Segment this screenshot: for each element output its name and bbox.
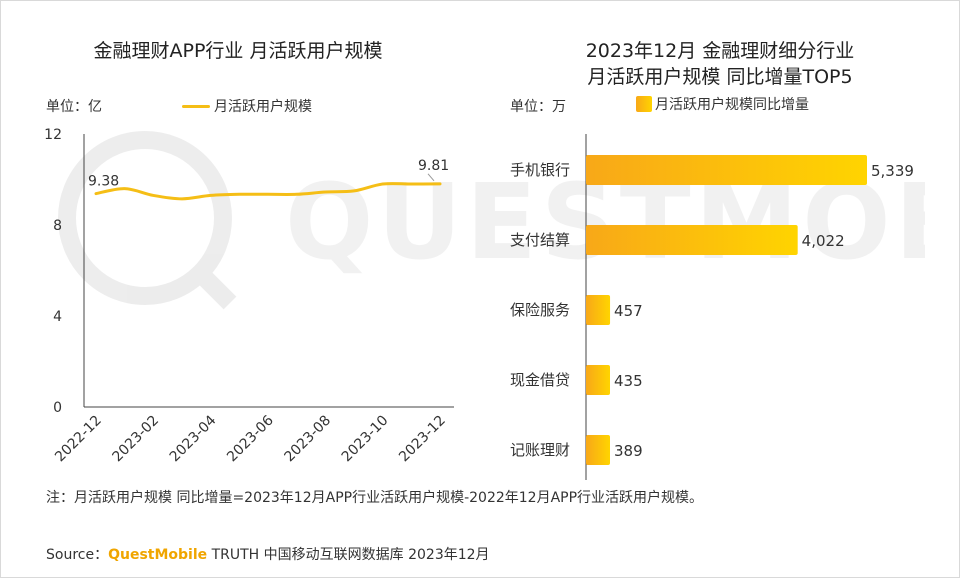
bar-chart-value-labels: 5,339 4,022 457 435 389 [614, 162, 914, 460]
svg-text:2023-12: 2023-12 [396, 413, 449, 466]
right-chart-title-line1: 2023年12月 金融理财细分行业 [585, 40, 855, 62]
y-tick-label: 12 [44, 127, 62, 143]
bar-category-label: 支付结算 [510, 231, 570, 249]
y-tick-label: 4 [53, 309, 62, 325]
bar [586, 225, 798, 255]
line-series-monthly-active-users [94, 182, 442, 201]
line-chart-data-labels: 9.38 9.81 [88, 158, 449, 190]
bar-category-label: 记账理财 [510, 441, 570, 459]
bar [586, 295, 611, 325]
right-chart-title-line2: 月活跃用户规模 同比增量TOP5 [587, 66, 853, 88]
bar-value-label: 4,022 [802, 232, 845, 250]
y-tick-label: 8 [53, 218, 62, 234]
right-legend-label: 月活跃用户规模同比增量 [655, 97, 809, 113]
left-legend: 月活跃用户规模 [182, 96, 312, 116]
legend-bar-swatch [636, 96, 652, 112]
left-unit-label: 单位：亿 [46, 99, 102, 115]
x-tick-label: 2023-04 [167, 412, 220, 465]
bar-value-label: 435 [614, 372, 643, 390]
right-chart-title: 2023年12月 金融理财细分行业 月活跃用户规模 同比增量TOP5 [510, 38, 930, 90]
svg-text:2023-04: 2023-04 [167, 412, 220, 465]
bar-value-label: 457 [614, 302, 643, 320]
source-line: Source：QuestMobile TRUTH 中国移动互联网数据库 2023… [46, 544, 490, 564]
bar-chart-bars [586, 155, 867, 465]
y-tick-label: 0 [53, 400, 62, 416]
line-chart-axes [83, 134, 454, 408]
x-tick-label: 2023-10 [339, 413, 392, 466]
svg-text:2023-10: 2023-10 [339, 413, 392, 466]
right-legend: 月活跃用户规模同比增量 [636, 94, 809, 114]
bar-category-label: 手机银行 [510, 161, 570, 179]
line-chart-y-ticks: 0 4 8 12 [44, 127, 62, 416]
source-label: Source： [46, 547, 109, 563]
left-legend-label: 月活跃用户规模 [214, 99, 312, 115]
svg-text:2023-08: 2023-08 [281, 413, 334, 466]
x-tick-label: 2023-06 [224, 412, 277, 465]
watermark-text: QUESTMOBILE [285, 161, 925, 283]
x-tick-label: 2023-12 [396, 413, 449, 466]
bar-value-label: 389 [614, 442, 643, 460]
bar [586, 365, 610, 395]
x-tick-label: 2023-08 [281, 413, 334, 466]
source-brand: QuestMobile [108, 547, 208, 563]
bar-value-label: 5,339 [871, 162, 914, 180]
svg-text:2023-06: 2023-06 [224, 412, 277, 465]
x-tick-label: 2022-12 [52, 413, 105, 466]
watermark: QUESTMOBILE [58, 131, 925, 310]
line-chart-x-ticks: 2022-12 2023-02 2023-04 2023-06 2023-08 2023-… [52, 412, 449, 465]
line-data-label-leader [427, 173, 435, 182]
legend-line-swatch [182, 104, 210, 108]
svg-text:2023-02: 2023-02 [109, 413, 162, 466]
bar-category-label: 保险服务 [510, 301, 570, 319]
bar [586, 155, 867, 185]
source-rest: TRUTH 中国移动互联网数据库 2023年12月 [207, 547, 490, 563]
left-chart-title: 金融理财APP行业 月活跃用户规模 [93, 40, 383, 62]
x-tick-label: 2023-02 [109, 413, 162, 466]
line-data-label: 9.81 [418, 158, 449, 174]
right-unit-label: 单位：万 [510, 99, 566, 115]
footnote: 注：月活跃用户规模 同比增量=2023年12月APP行业活跃用户规模-2022年… [46, 490, 704, 506]
line-data-label: 9.38 [88, 174, 119, 190]
bar [586, 435, 610, 465]
svg-text:2022-12: 2022-12 [52, 413, 105, 466]
bar-category-label: 现金借贷 [510, 371, 570, 389]
